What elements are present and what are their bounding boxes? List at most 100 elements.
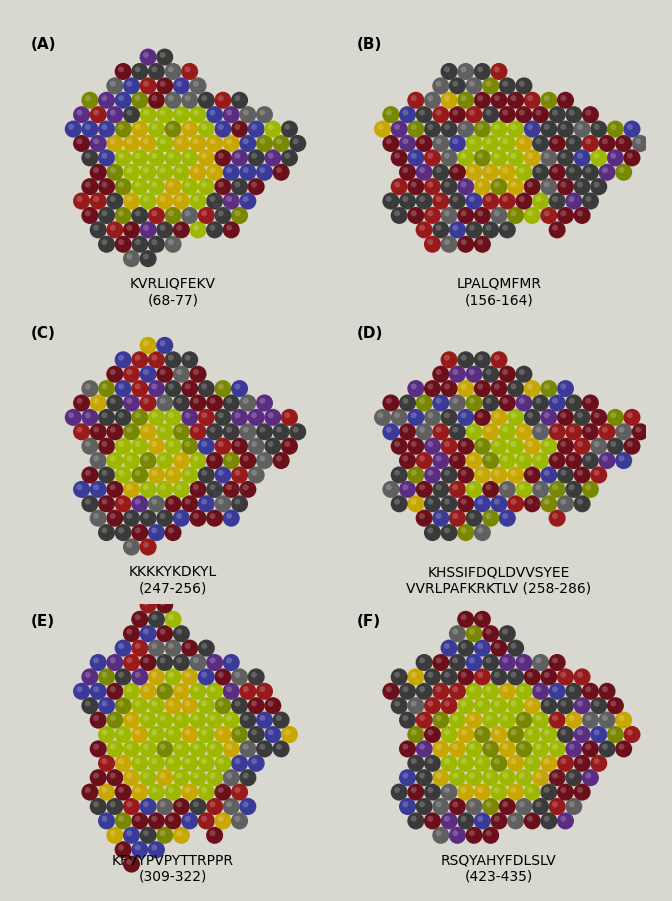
Circle shape xyxy=(151,643,157,649)
Circle shape xyxy=(98,121,115,138)
Circle shape xyxy=(198,92,215,109)
Circle shape xyxy=(193,744,199,750)
Circle shape xyxy=(210,715,216,721)
Circle shape xyxy=(494,355,500,360)
Circle shape xyxy=(557,121,574,138)
Circle shape xyxy=(474,640,491,657)
Circle shape xyxy=(444,239,450,245)
Circle shape xyxy=(151,787,157,793)
Circle shape xyxy=(593,153,599,159)
Circle shape xyxy=(469,830,475,836)
Circle shape xyxy=(532,683,549,700)
Circle shape xyxy=(424,438,441,455)
Text: ncyclop
edia.
coʳ: ncyclop edia. coʳ xyxy=(208,190,247,227)
Circle shape xyxy=(502,484,508,490)
Circle shape xyxy=(123,510,140,527)
Circle shape xyxy=(403,427,409,432)
Circle shape xyxy=(273,741,290,758)
Circle shape xyxy=(148,150,165,167)
Circle shape xyxy=(214,813,231,830)
Circle shape xyxy=(201,672,207,678)
Circle shape xyxy=(243,196,249,202)
Circle shape xyxy=(248,121,265,138)
Circle shape xyxy=(148,178,165,196)
Circle shape xyxy=(193,139,199,144)
Circle shape xyxy=(441,784,458,801)
Circle shape xyxy=(444,643,450,649)
Circle shape xyxy=(256,741,273,758)
Circle shape xyxy=(474,755,491,772)
Circle shape xyxy=(160,600,165,605)
Circle shape xyxy=(441,236,458,253)
Circle shape xyxy=(267,730,274,735)
Circle shape xyxy=(281,121,298,138)
Circle shape xyxy=(582,769,599,787)
Circle shape xyxy=(201,469,207,476)
Circle shape xyxy=(118,469,124,476)
Circle shape xyxy=(81,496,98,513)
Circle shape xyxy=(511,153,517,159)
Circle shape xyxy=(499,366,516,383)
Circle shape xyxy=(259,110,265,115)
Circle shape xyxy=(165,669,181,686)
Circle shape xyxy=(140,625,157,642)
Circle shape xyxy=(148,63,165,80)
Circle shape xyxy=(85,153,91,159)
Circle shape xyxy=(444,181,450,187)
Circle shape xyxy=(190,222,206,239)
Circle shape xyxy=(77,687,83,692)
Circle shape xyxy=(507,496,524,513)
Circle shape xyxy=(98,813,115,830)
Circle shape xyxy=(632,135,648,152)
Circle shape xyxy=(460,153,466,159)
Circle shape xyxy=(557,726,574,743)
Circle shape xyxy=(615,164,632,181)
Circle shape xyxy=(160,715,165,721)
Circle shape xyxy=(239,164,257,181)
Circle shape xyxy=(218,469,224,476)
Circle shape xyxy=(560,498,566,505)
Circle shape xyxy=(523,409,541,426)
Circle shape xyxy=(441,150,458,167)
Circle shape xyxy=(181,92,198,109)
Circle shape xyxy=(552,744,558,750)
Circle shape xyxy=(134,758,140,764)
Circle shape xyxy=(582,452,599,469)
Circle shape xyxy=(248,669,265,686)
Circle shape xyxy=(214,755,231,772)
Circle shape xyxy=(544,730,550,735)
Circle shape xyxy=(143,168,149,173)
Circle shape xyxy=(151,413,157,418)
Circle shape xyxy=(394,441,400,447)
Circle shape xyxy=(190,712,206,729)
Circle shape xyxy=(226,744,232,750)
Circle shape xyxy=(557,669,574,686)
Circle shape xyxy=(176,687,182,692)
Circle shape xyxy=(444,67,450,72)
Circle shape xyxy=(536,456,542,461)
Circle shape xyxy=(494,498,500,505)
Circle shape xyxy=(151,815,157,822)
Circle shape xyxy=(441,351,458,369)
Circle shape xyxy=(507,726,524,743)
Circle shape xyxy=(424,150,441,167)
Circle shape xyxy=(284,413,290,418)
Circle shape xyxy=(552,513,558,519)
Circle shape xyxy=(143,196,149,202)
Circle shape xyxy=(548,510,566,527)
Circle shape xyxy=(399,798,416,815)
Circle shape xyxy=(118,758,124,764)
Circle shape xyxy=(460,730,466,735)
Circle shape xyxy=(73,423,90,441)
Circle shape xyxy=(243,456,249,461)
Circle shape xyxy=(214,784,231,801)
Circle shape xyxy=(544,181,550,187)
Circle shape xyxy=(226,196,232,202)
Circle shape xyxy=(118,815,124,822)
Circle shape xyxy=(544,441,550,447)
Circle shape xyxy=(486,484,491,490)
Circle shape xyxy=(427,384,433,389)
Circle shape xyxy=(156,49,173,66)
Circle shape xyxy=(206,769,223,787)
Circle shape xyxy=(98,207,115,224)
